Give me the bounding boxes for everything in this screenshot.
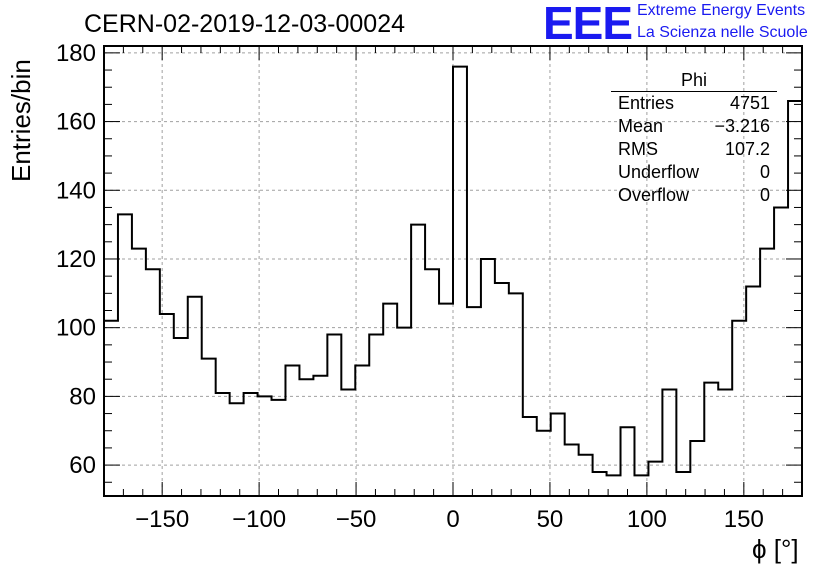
stats-value: 0: [759, 162, 770, 182]
histogram-bin: [760, 249, 774, 496]
x-tick-label: 50: [537, 506, 564, 533]
y-tick-label: 140: [56, 177, 96, 204]
stats-label: Overflow: [618, 185, 690, 205]
stats-title: Phi: [611, 70, 777, 92]
x-tick-label: −50: [336, 506, 377, 533]
histogram-bin: [425, 269, 439, 496]
stats-box: Phi Entries 4751 Mean −3.216 RMS 107.2 U…: [611, 70, 777, 207]
histogram-bin: [523, 417, 537, 496]
histogram-bin: [327, 335, 341, 496]
logo-subtitle-line2: La Scienza nelle Scuole: [637, 24, 808, 41]
histogram-bin: [118, 214, 132, 496]
histogram-bin: [676, 472, 690, 496]
stats-label: Entries: [618, 93, 675, 113]
stats-row-overflow: Overflow 0: [611, 184, 777, 207]
histogram-bin: [607, 475, 621, 496]
stats-label: Underflow: [618, 162, 700, 182]
histogram-bin: [453, 67, 467, 496]
histogram-bin: [648, 462, 662, 496]
histogram-bin: [467, 307, 481, 496]
histogram-bin: [746, 286, 760, 496]
histogram-bin: [202, 359, 216, 496]
y-tick-label: 120: [56, 246, 96, 273]
y-tick-label: 60: [69, 452, 96, 479]
histogram-bin: [690, 441, 704, 496]
stats-value: 0: [759, 185, 770, 205]
histogram-bin: [481, 259, 495, 496]
histogram-bin: [285, 365, 299, 496]
histogram-bin: [565, 444, 579, 496]
histogram-step-line: [104, 65, 802, 477]
histogram-bin: [397, 328, 411, 496]
x-tick-label: −150: [135, 506, 189, 533]
stats-label: RMS: [618, 139, 658, 159]
histogram-bin: [341, 390, 355, 496]
histogram-bin: [369, 335, 383, 496]
x-tick-label: −100: [232, 506, 286, 533]
y-tick-label: 180: [56, 40, 96, 67]
eee-logo: EEE: [543, 0, 633, 49]
histogram-bin: [355, 365, 369, 496]
y-tick-label: 100: [56, 315, 96, 342]
histogram-bin: [216, 393, 230, 496]
stats-row-entries: Entries 4751: [611, 92, 777, 115]
chart-title: CERN-02-2019-12-03-00024: [84, 10, 406, 38]
histogram-bin: [132, 249, 146, 496]
histogram-bin: [495, 283, 509, 496]
x-tick-label: 100: [627, 506, 667, 533]
histogram-bin: [537, 431, 551, 496]
stats-value: −3.216: [714, 116, 770, 136]
histogram-bin: [788, 101, 802, 496]
histogram-bin: [411, 225, 425, 496]
stats-row-rms: RMS 107.2: [611, 138, 777, 161]
histogram-bin: [593, 472, 607, 496]
x-tick-label: 0: [446, 506, 459, 533]
histogram-bin: [230, 403, 244, 496]
stats-value: 4751: [729, 93, 770, 113]
histogram-bin: [244, 393, 258, 496]
x-axis-label: ϕ [°]: [752, 534, 799, 564]
stats-row-mean: Mean −3.216: [611, 115, 777, 138]
histogram-bin: [104, 321, 118, 496]
histogram-bin: [146, 269, 160, 496]
histogram-bin: [383, 304, 397, 496]
histogram-bin: [704, 383, 718, 496]
y-axis-label: Entries/bin: [6, 59, 36, 182]
y-tick-label: 80: [69, 383, 96, 410]
histogram-bin: [551, 414, 565, 496]
stats-label: Mean: [618, 116, 664, 136]
y-tick-label: 160: [56, 109, 96, 136]
histogram-bin: [774, 207, 788, 496]
histogram-bin: [272, 400, 286, 496]
histogram-bin: [313, 376, 327, 496]
histogram-bin: [258, 396, 272, 496]
stats-value: 107.2: [724, 139, 770, 159]
histogram-bin: [299, 379, 313, 496]
x-tick-label: 150: [724, 506, 764, 533]
histogram-bin: [579, 455, 593, 496]
logo-subtitle-line1: Extreme Energy Events: [637, 2, 806, 19]
histogram-bin: [439, 304, 453, 496]
histogram-bin: [621, 427, 635, 496]
stats-row-underflow: Underflow 0: [611, 161, 777, 184]
histogram-bin: [718, 390, 732, 496]
histogram-bin: [174, 338, 188, 496]
histogram-bin: [662, 390, 676, 496]
histogram-bin: [634, 475, 648, 496]
plot-frame: [103, 45, 803, 497]
histogram-bin: [509, 293, 523, 496]
